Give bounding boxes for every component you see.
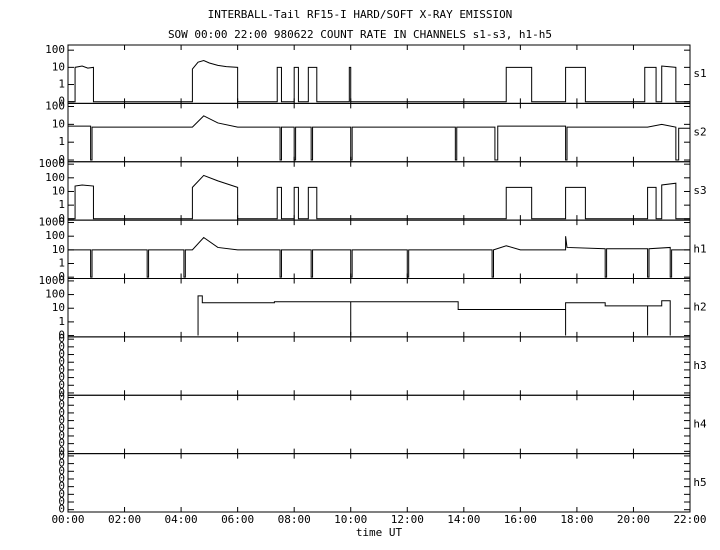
y-tick-label: 10 <box>52 184 65 197</box>
y-tick-label: 1000 <box>39 274 66 287</box>
y-tick-label: 1 <box>58 135 65 148</box>
y-tick-label: 0 <box>58 355 65 368</box>
panel-frame <box>67 453 691 513</box>
x-tick-label: 22:00 <box>673 513 706 526</box>
x-tick-label: 04:00 <box>165 513 198 526</box>
panel-frame <box>67 44 691 104</box>
panel-frame <box>67 219 691 279</box>
y-tick-label: 10 <box>52 117 65 130</box>
panel-label: h3 <box>693 359 706 372</box>
data-line <box>68 59 690 103</box>
y-tick-label: 1 <box>58 315 65 328</box>
y-tick-label: 10 <box>52 60 65 73</box>
y-tick-label: 1000 <box>39 157 66 170</box>
y-tick-label: 0 <box>58 391 65 404</box>
y-tick-label: 0 <box>58 386 65 399</box>
y-tick-label: 0 <box>58 329 65 342</box>
x-axis-label: time UT <box>356 526 403 539</box>
y-tick-label: 0 <box>58 363 65 376</box>
y-tick-label: 100 <box>45 288 65 301</box>
data-line <box>68 236 690 278</box>
y-tick-label: 0 <box>58 406 65 419</box>
y-tick-label: 0 <box>58 212 65 225</box>
data-line <box>197 295 671 336</box>
y-tick-label: 0 <box>58 371 65 384</box>
panel-frame <box>67 161 691 221</box>
panel-frame <box>67 102 691 163</box>
y-tick-label: 0 <box>58 421 65 434</box>
y-tick-label: 0 <box>58 429 65 442</box>
panel-label: s3 <box>693 184 706 197</box>
x-tick-label: 02:00 <box>108 513 141 526</box>
x-tick-label: 08:00 <box>278 513 311 526</box>
y-tick-label: 0 <box>58 444 65 457</box>
y-tick-label: 0 <box>58 270 65 283</box>
y-tick-label: 0 <box>58 378 65 391</box>
y-tick-label: 0 <box>58 437 65 450</box>
y-tick-label: 0 <box>58 340 65 353</box>
y-tick-label: 100 <box>45 100 65 113</box>
y-tick-label: 1 <box>58 78 65 91</box>
panel-label: h2 <box>693 301 706 314</box>
x-tick-label: 12:00 <box>391 513 424 526</box>
data-line <box>68 174 690 220</box>
y-tick-label: 0 <box>58 449 65 462</box>
x-tick-label: 00:00 <box>51 513 84 526</box>
chart-title: INTERBALL-Tail RF15-I HARD/SOFT X-RAY EM… <box>208 8 513 21</box>
y-tick-label: 0 <box>58 398 65 411</box>
panel-label: h1 <box>693 242 706 255</box>
y-tick-label: 0 <box>58 95 65 108</box>
y-tick-label: 100 <box>45 229 65 242</box>
y-tick-label: 0 <box>58 153 65 166</box>
panel-frame <box>67 278 691 338</box>
x-tick-label: 18:00 <box>560 513 593 526</box>
y-tick-label: 0 <box>58 472 65 485</box>
y-tick-label: 0 <box>58 495 65 508</box>
panel-label: h4 <box>693 417 707 430</box>
x-tick-label: 14:00 <box>447 513 480 526</box>
y-tick-label: 0 <box>58 487 65 500</box>
y-tick-label: 0 <box>58 464 65 477</box>
y-tick-label: 1000 <box>39 216 66 229</box>
x-tick-label: 06:00 <box>221 513 254 526</box>
chart-subtitle: SOW 00:00 22:00 980622 COUNT RATE IN CHA… <box>168 28 552 41</box>
x-tick-label: 16:00 <box>504 513 537 526</box>
panel-frame <box>67 336 691 396</box>
panel-label: h5 <box>693 476 706 489</box>
y-tick-label: 100 <box>45 171 65 184</box>
data-line <box>68 115 690 161</box>
y-tick-label: 0 <box>58 480 65 493</box>
x-tick-label: 20:00 <box>617 513 650 526</box>
y-tick-label: 1 <box>58 198 65 211</box>
y-tick-label: 10 <box>52 301 65 314</box>
y-tick-label: 1 <box>58 257 65 270</box>
panel-frame <box>67 394 691 455</box>
y-tick-label: 0 <box>58 332 65 345</box>
y-tick-label: 0 <box>58 348 65 361</box>
y-tick-label: 0 <box>58 457 65 470</box>
y-tick-label: 100 <box>45 43 65 56</box>
panel-label: s2 <box>693 126 706 139</box>
panel-label: s1 <box>693 67 706 80</box>
y-tick-label: 0 <box>58 503 65 516</box>
y-tick-label: 0 <box>58 414 65 427</box>
x-tick-label: 10:00 <box>334 513 367 526</box>
y-tick-label: 10 <box>52 243 65 256</box>
